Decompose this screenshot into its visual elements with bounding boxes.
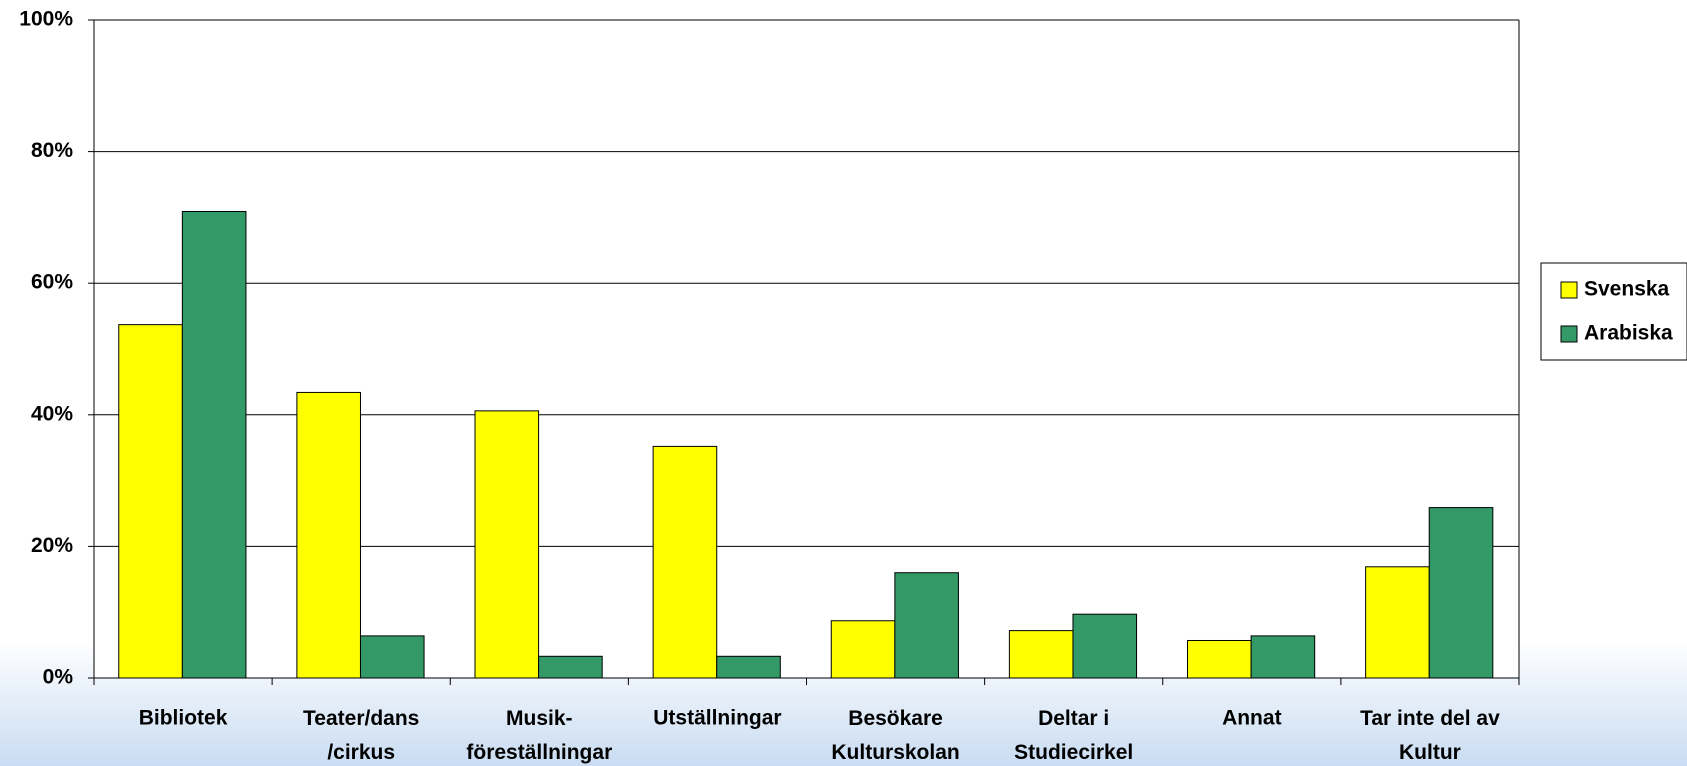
x-tick-label: Annat (1222, 707, 1282, 730)
x-tick-label: Utställningar (653, 707, 781, 730)
bar (1187, 639, 1252, 679)
y-tick-label: 60% (31, 271, 73, 294)
x-tick-label: Deltar i Studiecirkel (1014, 707, 1133, 764)
bar (181, 210, 247, 679)
bar (652, 445, 718, 679)
bar (716, 655, 781, 679)
x-tick-label: Tar inte del av Kultur (1360, 707, 1500, 764)
x-tick-label: Teater/dans/cirkus (303, 707, 419, 764)
bar (474, 410, 540, 679)
bar (296, 391, 361, 679)
bar (359, 635, 425, 679)
bar (830, 620, 896, 679)
bar (894, 572, 959, 679)
y-tick-label: 40% (31, 402, 73, 425)
legend-swatch (1560, 281, 1578, 299)
bar (118, 324, 183, 679)
legend-swatch (1560, 325, 1578, 343)
legend-label: Arabiska (1584, 322, 1673, 345)
bar (1365, 566, 1430, 679)
y-tick-label: 20% (31, 534, 73, 557)
bar (1008, 630, 1074, 679)
bar (1428, 507, 1494, 679)
y-tick-label: 100% (19, 8, 73, 31)
legend-label: Svenska (1584, 278, 1670, 301)
bar (1072, 613, 1138, 679)
x-tick-label: Bibliotek (139, 707, 228, 730)
bar (538, 655, 603, 679)
bar (1250, 635, 1316, 679)
y-tick-label: 0% (43, 666, 74, 689)
legend-box (1540, 262, 1687, 361)
x-tick-label: Besökare Kulturskolan (831, 707, 959, 764)
y-tick-label: 80% (31, 139, 73, 162)
x-tick-label: Musik-föreställningar (466, 707, 612, 764)
